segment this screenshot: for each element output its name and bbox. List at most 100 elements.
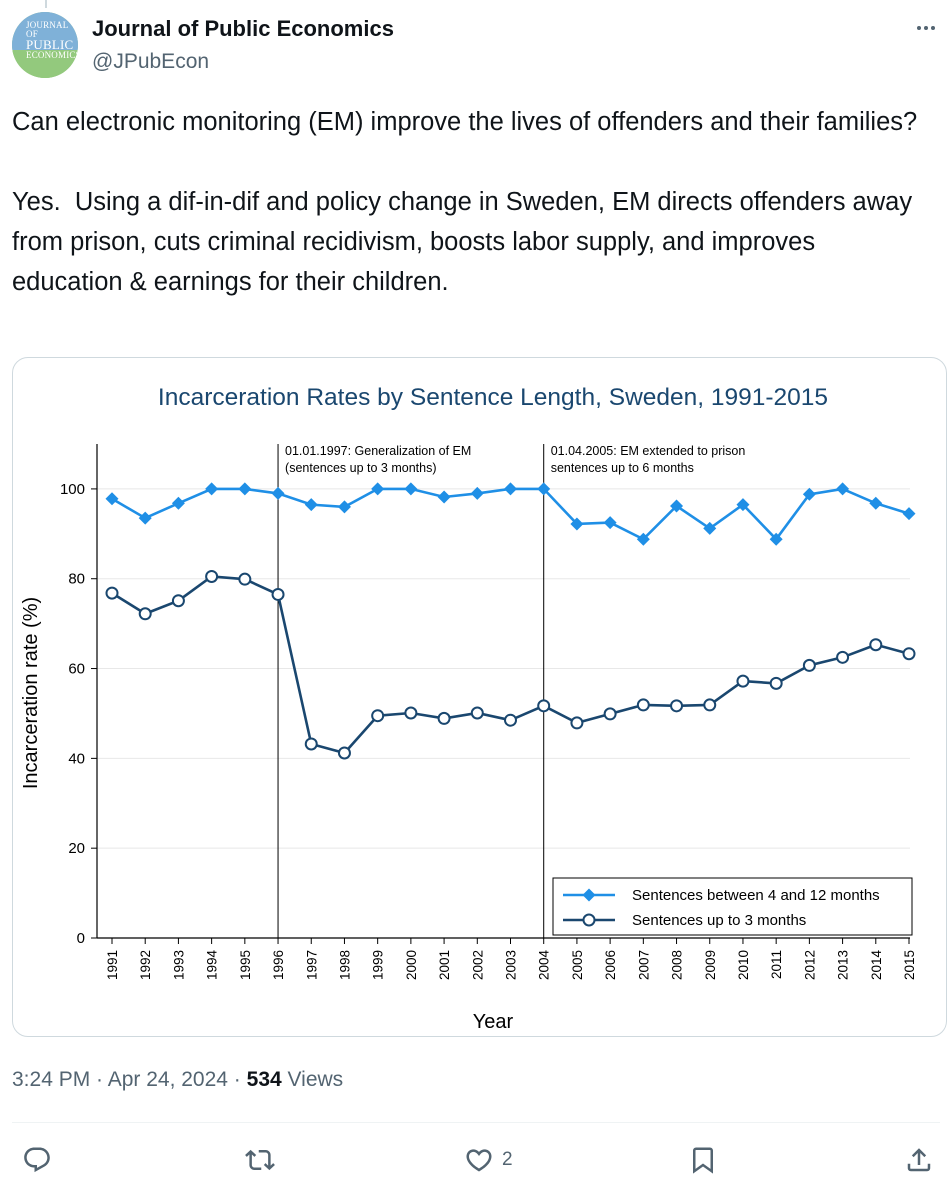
x-tick-label: 2010 (736, 950, 751, 980)
data-point (769, 532, 783, 546)
avatar-logo-line3: ECONOMICS (26, 50, 78, 60)
display-name[interactable]: Journal of Public Economics (92, 16, 394, 41)
x-tick-label: 2013 (836, 950, 851, 980)
views-label: Views (281, 1068, 344, 1091)
data-point (869, 638, 883, 652)
tweet-header: JOURNAL OF PUBLIC ECONOMICS Journal of P… (12, 10, 940, 80)
x-tick-label: 1999 (371, 950, 386, 980)
data-point (371, 482, 385, 496)
x-tick-label: 1996 (271, 950, 286, 980)
share-button[interactable] (904, 1145, 934, 1175)
tweet-timestamp[interactable]: 3:24 PM · Apr 24, 2024 · (12, 1068, 247, 1091)
data-point (670, 499, 684, 513)
retweet-button[interactable] (244, 1145, 276, 1175)
x-tick-label: 1998 (337, 950, 352, 980)
data-point (869, 496, 883, 510)
data-point (504, 713, 517, 727)
x-tick-label: 2004 (537, 950, 552, 981)
data-point (238, 572, 252, 586)
heart-icon (466, 1149, 492, 1172)
x-tick-label: 2009 (703, 950, 718, 980)
view-count: 534 (246, 1068, 282, 1091)
data-point (736, 674, 750, 688)
more-options-icon[interactable] (912, 18, 940, 38)
like-count: 2 (502, 1149, 513, 1170)
data-point (138, 511, 152, 525)
data-point (437, 490, 451, 504)
data-point (105, 586, 119, 600)
annotation-text: 01.01.1997: Generalization of EM (285, 444, 471, 458)
avatar-logo-line1: JOURNAL OF (26, 20, 69, 39)
data-point (703, 698, 717, 712)
series-line (111, 487, 910, 542)
data-point (337, 746, 351, 760)
x-tick-label: 2007 (636, 950, 651, 980)
x-tick-label: 1994 (205, 950, 220, 981)
x-tick-label: 2002 (470, 950, 485, 980)
data-point (171, 594, 185, 608)
y-tick-label: 40 (68, 750, 85, 767)
action-bar: 2 (12, 1145, 940, 1181)
x-tick-label: 2011 (769, 950, 784, 979)
y-tick-label: 60 (68, 661, 85, 678)
avatar-logo-line2: PUBLIC (26, 37, 74, 52)
avatar[interactable]: JOURNAL OF PUBLIC ECONOMICS (12, 12, 78, 78)
legend-marker (582, 888, 596, 902)
data-point (171, 496, 185, 510)
data-point (537, 699, 551, 713)
legend-marker (582, 913, 596, 927)
data-point (337, 500, 351, 514)
data-point (902, 507, 916, 521)
data-point (470, 706, 484, 720)
annotation-text: 01.04.2005: EM extended to prison (551, 444, 746, 458)
x-tick-label: 1991 (105, 950, 120, 980)
data-point (603, 707, 617, 721)
data-point (836, 650, 850, 664)
x-tick-label: 1995 (238, 950, 253, 980)
x-tick-label: 2008 (670, 950, 685, 980)
x-tick-label: 2012 (802, 950, 817, 980)
data-point (437, 711, 451, 725)
share-icon (907, 1148, 931, 1172)
data-point (238, 482, 252, 496)
x-axis-label: Year (473, 1011, 514, 1033)
legend-label: Sentences between 4 and 12 months (632, 887, 880, 904)
data-point (670, 699, 684, 713)
reply-button[interactable] (22, 1145, 52, 1175)
chart-svg: Incarceration Rates by Sentence Length, … (20, 384, 917, 1033)
annotation-text: (sentences up to 3 months) (285, 461, 436, 475)
data-point (537, 482, 551, 496)
thread-connector (45, 0, 47, 8)
data-point (769, 676, 783, 690)
bookmark-icon (693, 1147, 713, 1174)
bookmark-button[interactable] (688, 1145, 718, 1175)
data-point (304, 737, 318, 751)
data-point (636, 698, 650, 712)
like-button[interactable]: 2 (464, 1145, 513, 1175)
x-tick-label: 2003 (504, 950, 519, 980)
data-point (603, 516, 617, 530)
chart-title: Incarceration Rates by Sentence Length, … (158, 384, 828, 411)
data-point (902, 647, 916, 661)
data-point (271, 587, 285, 601)
tweet-meta: 3:24 PM · Apr 24, 2024 · 534 Views (12, 1068, 343, 1092)
legend-label: Sentences up to 3 months (632, 912, 806, 929)
user-handle[interactable]: @JPubEcon (92, 50, 210, 73)
x-tick-label: 2005 (570, 950, 585, 980)
data-point (802, 487, 816, 501)
avatar-logo: JOURNAL OF PUBLIC ECONOMICS (26, 21, 78, 60)
data-point (570, 517, 584, 531)
data-point (304, 498, 318, 512)
data-point (271, 486, 285, 500)
data-point (504, 482, 517, 496)
data-point (570, 716, 584, 730)
x-tick-label: 1997 (304, 950, 319, 980)
retweet-icon (245, 1149, 275, 1171)
data-point (836, 482, 850, 496)
annotation-text: sentences up to 6 months (551, 461, 694, 475)
y-tick-label: 20 (68, 840, 85, 857)
y-tick-label: 0 (77, 930, 85, 947)
data-point (205, 569, 219, 583)
chart-image[interactable]: Incarceration Rates by Sentence Length, … (12, 357, 947, 1037)
reply-icon (24, 1147, 50, 1173)
